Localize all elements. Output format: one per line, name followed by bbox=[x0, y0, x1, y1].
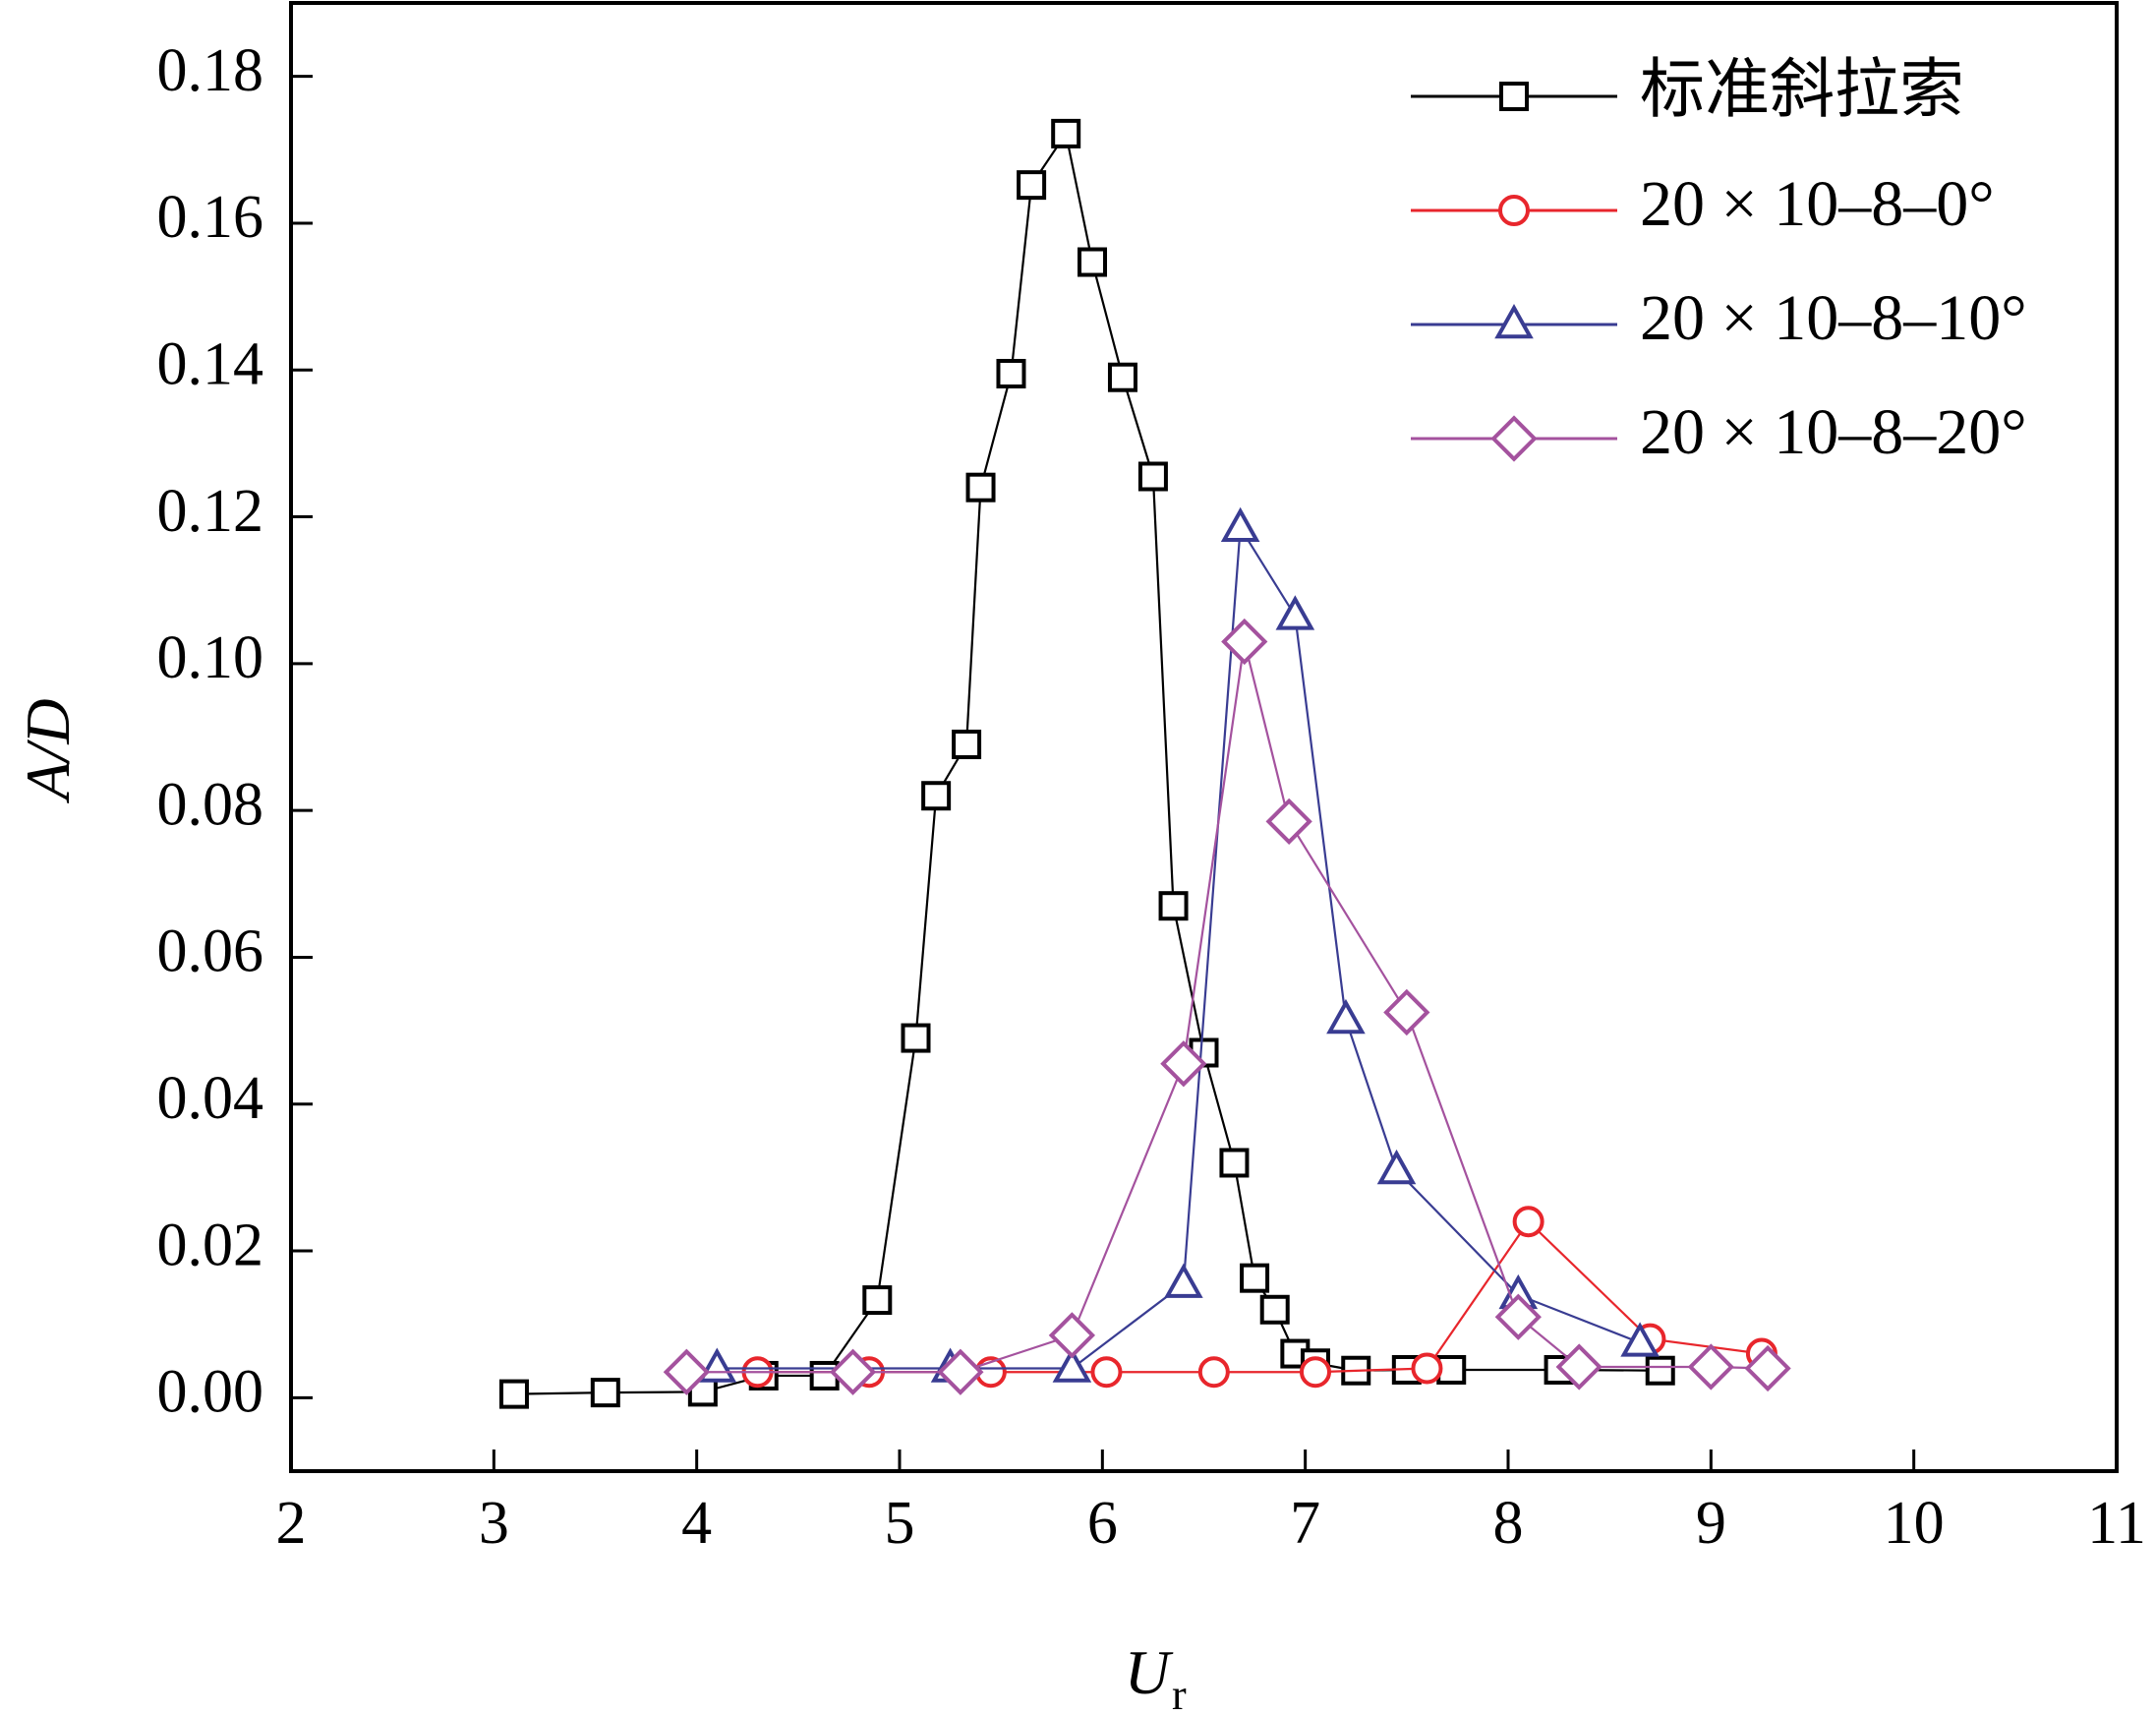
plot-frame bbox=[289, 1, 2119, 1473]
data-point bbox=[862, 1285, 893, 1316]
data-point bbox=[1383, 988, 1430, 1036]
data-point bbox=[829, 1348, 877, 1395]
x-axis-label: U bbox=[1125, 1637, 1174, 1707]
data-point bbox=[1160, 1040, 1207, 1088]
legend-label: 20 × 10–8–10° bbox=[1640, 282, 2027, 354]
legend-item: 20 × 10–8–10° bbox=[1411, 282, 2027, 354]
y-tick-label: 0.06 bbox=[157, 918, 264, 985]
data-point bbox=[1555, 1343, 1602, 1391]
y-tick-label: 0.02 bbox=[157, 1212, 264, 1278]
data-point bbox=[1052, 1347, 1092, 1383]
legend-label: 20 × 10–8–0° bbox=[1640, 168, 1995, 240]
data-point bbox=[1265, 798, 1312, 845]
x-tick-label: 3 bbox=[479, 1490, 509, 1557]
data-point bbox=[965, 472, 996, 503]
data-point bbox=[1048, 1312, 1096, 1359]
series-line bbox=[686, 641, 1769, 1374]
data-point bbox=[1078, 247, 1108, 277]
data-point bbox=[1220, 506, 1260, 543]
series-line bbox=[757, 1219, 1763, 1374]
data-point bbox=[996, 358, 1026, 388]
series-square bbox=[498, 118, 1675, 1409]
legend-label: 标准斜拉索 bbox=[1640, 54, 1964, 126]
series-circle bbox=[741, 1206, 1777, 1389]
data-point bbox=[1090, 1356, 1123, 1389]
legend-marker bbox=[1490, 415, 1538, 462]
series-diamond bbox=[663, 618, 1791, 1395]
data-point bbox=[1620, 1322, 1660, 1357]
legend-marker bbox=[1498, 195, 1530, 226]
legend-marker bbox=[1499, 82, 1529, 111]
legend: 标准斜拉索 20 × 10–8–0° 20 × 10–8–10° 20 × 10–8–… bbox=[1411, 54, 2027, 468]
data-point bbox=[1411, 1352, 1443, 1385]
data-point bbox=[1299, 1356, 1331, 1389]
y-axis-ticks: 0.00 0.02 0.04 0.06 0.08 0.10 0.12 0.14 0.16 0.18 bbox=[157, 37, 313, 1426]
series-line bbox=[513, 131, 1661, 1395]
y-tick-label: 0.16 bbox=[157, 184, 264, 251]
y-axis-label: A/D bbox=[13, 698, 83, 803]
x-tick-label: 9 bbox=[1696, 1490, 1726, 1557]
legend-label: 20 × 10–8–20° bbox=[1640, 396, 2027, 468]
x-tick-label: 7 bbox=[1290, 1490, 1320, 1557]
x-tick-label: 2 bbox=[276, 1490, 307, 1557]
y-tick-label: 0.12 bbox=[157, 478, 264, 545]
data-point bbox=[901, 1023, 931, 1053]
data-point bbox=[1376, 1149, 1417, 1185]
data-point bbox=[1240, 1263, 1270, 1293]
series-layer bbox=[498, 118, 1791, 1409]
x-tick-label: 10 bbox=[1884, 1490, 1945, 1557]
x-tick-label: 4 bbox=[681, 1490, 712, 1557]
data-point bbox=[1017, 170, 1047, 201]
legend-marker bbox=[1494, 303, 1534, 339]
y-tick-label: 0.10 bbox=[157, 624, 264, 691]
legend-item: 20 × 10–8–20° bbox=[1411, 396, 2027, 468]
data-point bbox=[1158, 891, 1189, 921]
data-point bbox=[1107, 362, 1137, 392]
data-point bbox=[1744, 1344, 1791, 1392]
data-point bbox=[1137, 461, 1168, 492]
data-point bbox=[921, 781, 952, 811]
data-point bbox=[498, 1379, 529, 1409]
data-point bbox=[952, 729, 982, 759]
x-tick-label: 5 bbox=[885, 1490, 915, 1557]
y-tick-label: 0.00 bbox=[157, 1359, 264, 1426]
data-point bbox=[1221, 618, 1268, 666]
data-point bbox=[590, 1378, 620, 1408]
data-point bbox=[937, 1348, 984, 1395]
y-tick-label: 0.14 bbox=[157, 330, 264, 397]
data-point bbox=[1512, 1206, 1544, 1238]
series-line bbox=[717, 524, 1641, 1370]
data-point bbox=[687, 1377, 718, 1407]
data-point bbox=[1326, 998, 1366, 1035]
x-tick-label: 6 bbox=[1087, 1490, 1118, 1557]
x-tick-label: 8 bbox=[1493, 1490, 1524, 1557]
data-point bbox=[1494, 1293, 1542, 1340]
y-tick-label: 0.08 bbox=[157, 771, 264, 838]
data-point bbox=[1687, 1343, 1734, 1391]
x-axis-label-subscript: r bbox=[1172, 1671, 1187, 1716]
data-point bbox=[663, 1348, 710, 1395]
y-tick-label: 0.18 bbox=[157, 37, 264, 104]
series-triangle bbox=[697, 506, 1660, 1383]
y-tick-label: 0.04 bbox=[157, 1065, 264, 1132]
data-point bbox=[1164, 1263, 1203, 1298]
data-point bbox=[1197, 1356, 1230, 1389]
x-tick-label: 11 bbox=[2087, 1490, 2146, 1557]
data-point bbox=[697, 1347, 737, 1383]
legend-item: 20 × 10–8–0° bbox=[1411, 168, 1995, 240]
data-point bbox=[1051, 118, 1081, 148]
x-axis-ticks: 2 3 4 5 6 7 8 9 10 11 bbox=[276, 1450, 2146, 1557]
data-point bbox=[1259, 1294, 1290, 1325]
data-point bbox=[1645, 1355, 1675, 1386]
data-point bbox=[1275, 595, 1315, 630]
legend-item: 标准斜拉索 bbox=[1411, 54, 1964, 126]
data-point bbox=[1219, 1148, 1250, 1178]
